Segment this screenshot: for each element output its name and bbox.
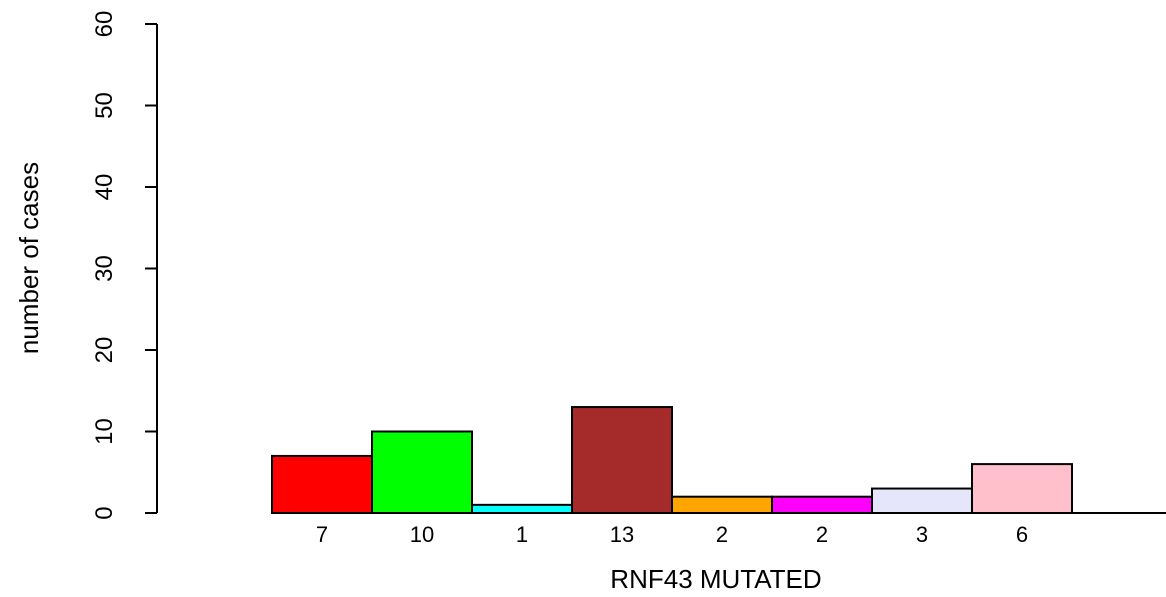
bar-label: 2 [716, 522, 728, 547]
bar-label: 13 [610, 522, 634, 547]
bar-label: 7 [316, 522, 328, 547]
y-axis-title: number of cases [14, 162, 44, 354]
bar [271, 454, 373, 515]
y-axis: 0 10 20 30 40 50 60 [91, 11, 158, 520]
y-tick-label: 0 [91, 506, 118, 519]
bar [571, 406, 673, 514]
x-axis-title: RNF43 MUTATED [610, 564, 821, 594]
bar [471, 503, 573, 515]
bar-label: 10 [410, 522, 434, 547]
y-tick-label: 30 [91, 255, 118, 282]
bar [771, 495, 873, 515]
bar-label: 6 [1016, 522, 1028, 547]
bar [871, 487, 973, 514]
y-tick-label: 40 [91, 174, 118, 201]
bar-label: 1 [516, 522, 528, 547]
bars [271, 406, 1073, 515]
y-tick-label: 60 [91, 11, 118, 38]
y-tick-label: 10 [91, 418, 118, 445]
bar-labels: 7 10 1 13 2 2 3 6 [316, 522, 1028, 547]
bar-label: 2 [816, 522, 828, 547]
y-tick-label: 50 [91, 92, 118, 119]
y-tick-label: 20 [91, 337, 118, 364]
bar [671, 495, 773, 515]
bar [371, 430, 473, 514]
bar [971, 463, 1073, 515]
bar-label: 3 [916, 522, 928, 547]
